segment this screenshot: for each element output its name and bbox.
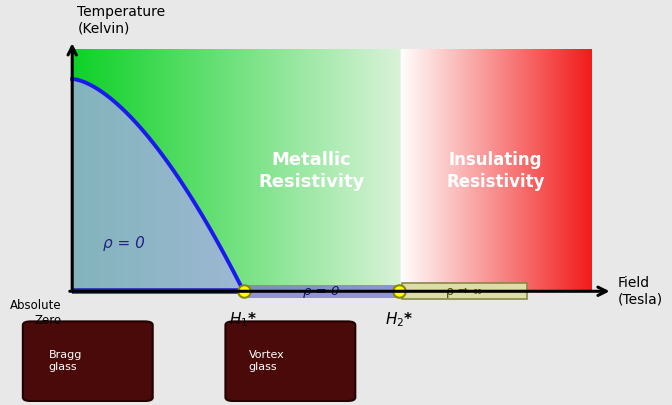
Polygon shape — [72, 79, 244, 291]
Text: $H_2$*: $H_2$* — [385, 311, 414, 329]
Text: Metallic
Resistivity: Metallic Resistivity — [258, 151, 364, 191]
Text: ρ ⇒ ∞: ρ ⇒ ∞ — [446, 285, 482, 298]
Text: Vortex
glass: Vortex glass — [249, 350, 284, 372]
Text: Bragg
glass: Bragg glass — [49, 350, 82, 372]
Text: Field
(Tesla): Field (Tesla) — [618, 276, 663, 306]
FancyBboxPatch shape — [402, 284, 527, 299]
Text: Temperature
(Kelvin): Temperature (Kelvin) — [77, 5, 165, 36]
Text: Insulating
Resistivity: Insulating Resistivity — [446, 151, 545, 191]
FancyBboxPatch shape — [23, 322, 153, 401]
Text: ρ = 0: ρ = 0 — [103, 236, 145, 251]
FancyBboxPatch shape — [225, 322, 355, 401]
Text: Absolute
Zero: Absolute Zero — [10, 298, 62, 326]
Text: ρ = 0: ρ = 0 — [303, 285, 340, 298]
Text: $H_1$*: $H_1$* — [229, 311, 258, 329]
FancyBboxPatch shape — [244, 285, 399, 298]
